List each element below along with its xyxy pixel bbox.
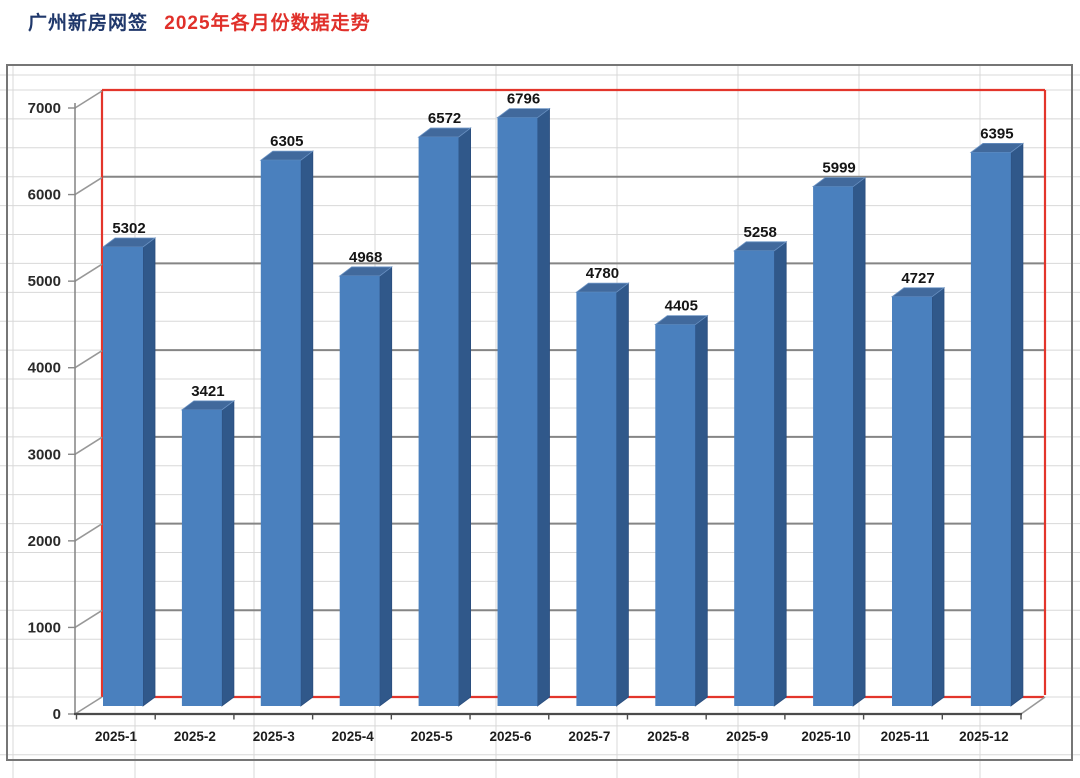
bar xyxy=(418,137,459,707)
page-title: 广州新房网签 2025年各月份数据走势 xyxy=(28,8,371,35)
bar-side-face xyxy=(1010,142,1024,707)
x-axis-category-label: 2025-12 xyxy=(959,729,1009,744)
y-axis-tick-label: 5000 xyxy=(28,273,61,290)
x-axis-category-label: 2025-4 xyxy=(332,729,375,744)
bar-value-label: 4968 xyxy=(349,249,382,266)
x-axis-category-label: 2025-3 xyxy=(253,729,296,744)
bar-side-face xyxy=(537,107,550,707)
x-axis-category-label: 2025-9 xyxy=(726,729,768,744)
y-axis-tick-label: 7000 xyxy=(28,100,61,117)
y-axis-tick-label: 2000 xyxy=(28,533,61,550)
bar-side-face xyxy=(458,127,472,707)
y-axis-tick-label: 0 xyxy=(53,706,61,723)
bar-value-label: 4727 xyxy=(901,270,934,287)
bar-value-label: 6395 xyxy=(980,125,1013,142)
x-axis-category-label: 2025-1 xyxy=(95,729,138,744)
bar-value-label: 5302 xyxy=(112,220,145,237)
bar xyxy=(103,246,143,706)
side-wall-gridline xyxy=(74,436,103,455)
page-title-prefix: 广州新房网签 xyxy=(28,13,149,34)
page-title-suffix: 2025年各月份数据走势 xyxy=(164,13,371,34)
side-wall-gridline xyxy=(74,263,103,282)
bar xyxy=(970,152,1011,706)
bar-value-label: 6796 xyxy=(507,91,540,108)
y-axis-tick-label: 3000 xyxy=(28,446,61,463)
bar-value-label: 3421 xyxy=(191,383,224,400)
side-wall-gridline xyxy=(74,90,103,109)
bar-side-face xyxy=(773,241,787,707)
y-axis-tick-label: 6000 xyxy=(28,187,61,204)
bar xyxy=(181,409,222,706)
bar-value-label: 5258 xyxy=(744,224,777,241)
x-axis-category-label: 2025-7 xyxy=(568,729,610,744)
bar-side-face xyxy=(931,286,945,707)
x-axis-category-label: 2025-11 xyxy=(881,729,930,744)
bar xyxy=(813,186,854,706)
x-axis-category-label: 2025-10 xyxy=(801,729,851,744)
chart-object-frame xyxy=(6,64,1073,761)
x-axis-category-label: 2025-8 xyxy=(647,729,690,744)
bar-side-face xyxy=(221,400,235,707)
side-wall-gridline xyxy=(74,176,103,196)
bar xyxy=(339,275,380,706)
side-wall-gridline xyxy=(74,609,103,629)
bar-value-label: 4780 xyxy=(586,265,619,282)
bar-side-face xyxy=(616,282,629,707)
y-axis-tick-label: 1000 xyxy=(28,619,61,636)
side-wall-gridline xyxy=(74,350,103,369)
x-axis-category-label: 2025-2 xyxy=(174,729,216,744)
side-wall-gridline xyxy=(74,696,103,715)
bar xyxy=(260,160,301,707)
bar-value-label: 4405 xyxy=(665,298,698,315)
bar-side-face xyxy=(300,150,314,707)
bar xyxy=(497,117,538,706)
bar xyxy=(576,292,617,706)
bar-value-label: 6572 xyxy=(428,110,461,127)
bar xyxy=(655,324,696,706)
y-axis-tick-label: 4000 xyxy=(28,360,61,377)
bar-side-face xyxy=(694,314,708,707)
bar-value-label: 5999 xyxy=(822,160,855,177)
side-wall-gridline xyxy=(74,523,103,542)
x-axis-category-label: 2025-5 xyxy=(411,729,454,744)
bar xyxy=(892,296,932,706)
bar-side-face xyxy=(379,266,393,707)
floor-right-edge xyxy=(1020,696,1046,715)
bar xyxy=(734,250,775,706)
bar-side-face xyxy=(142,237,156,707)
x-axis-category-label: 2025-6 xyxy=(489,729,532,744)
bar-side-face xyxy=(852,176,866,707)
bar-value-label: 6305 xyxy=(270,133,303,150)
